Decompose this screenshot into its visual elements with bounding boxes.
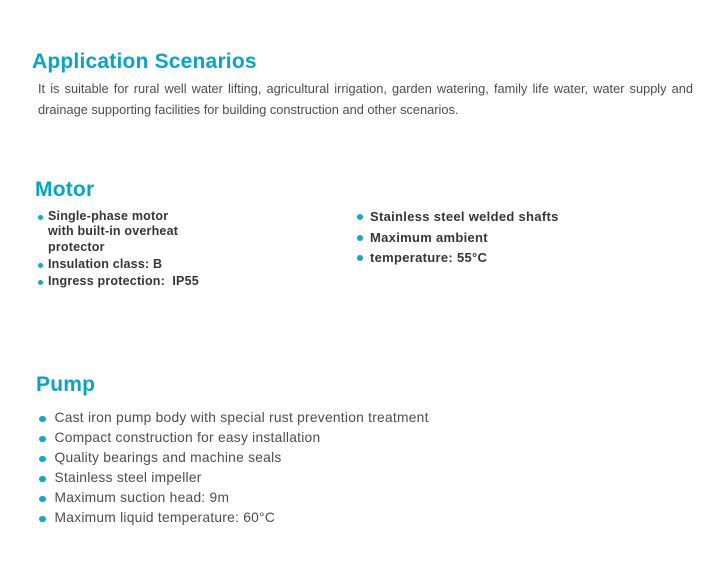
- bullet-icon: [357, 214, 363, 220]
- bullet-icon: [38, 262, 43, 268]
- list-item: Maximum liquid temperature: 60°C: [39, 508, 519, 528]
- motor-feature-list-right: Stainless steel welded shafts Maximum am…: [357, 209, 637, 271]
- list-item: Stainless steel impeller: [39, 468, 519, 488]
- motor-feature-list-left: Single-phase motor with built-in overhea…: [38, 209, 278, 291]
- list-item-label: Single-phase motor with built-in overhea…: [48, 209, 179, 254]
- list-item: Compact construction for easy installati…: [39, 428, 519, 448]
- list-item: Maximum suction head: 9m: [39, 488, 519, 508]
- list-item: Ingress protection: IP55: [38, 274, 278, 289]
- list-item: Single-phase motor with built-in overhea…: [38, 209, 278, 255]
- pump-feature-list: Cast iron pump body with special rust pr…: [39, 408, 519, 528]
- list-item-label: Compact construction for easy installati…: [54, 430, 321, 445]
- pump-section-title: Pump: [36, 373, 96, 396]
- list-item: Insulation class: B: [38, 257, 278, 272]
- bullet-icon: [357, 234, 363, 241]
- list-item-label: Stainless steel impeller: [54, 470, 202, 485]
- list-item-label: Maximum liquid temperature: 60°C: [54, 510, 276, 525]
- bullet-icon: [38, 279, 43, 285]
- list-item-label: temperature: 55°C: [370, 250, 488, 265]
- bullet-icon: [39, 515, 46, 522]
- application-scenarios-paragraph: It is suitable for rural well water lift…: [38, 81, 693, 117]
- bullet-icon: [39, 495, 46, 502]
- bullet-icon: [39, 435, 46, 442]
- list-item-label: Ingress protection: IP55: [48, 273, 199, 288]
- application-scenarios-title: Application Scenarios: [32, 50, 257, 73]
- motor-section-title: Motor: [35, 178, 95, 201]
- list-item-label: Stainless steel welded shafts: [370, 209, 559, 224]
- list-item: temperature: 55°C: [357, 250, 637, 265]
- list-item-label: Maximum suction head: 9m: [54, 490, 230, 505]
- list-item-label: Maximum ambient: [370, 229, 488, 245]
- list-item: Quality bearings and machine seals: [39, 448, 519, 468]
- list-item: Stainless steel welded shafts: [357, 209, 637, 224]
- bullet-icon: [38, 215, 43, 220]
- list-item: Cast iron pump body with special rust pr…: [39, 408, 519, 428]
- bullet-icon: [39, 475, 46, 482]
- list-item-label: Insulation class: B: [48, 256, 163, 271]
- bullet-icon: [39, 455, 46, 462]
- bullet-icon: [39, 415, 46, 422]
- bullet-icon: [357, 255, 363, 261]
- list-item-label: Cast iron pump body with special rust pr…: [54, 410, 429, 425]
- list-item: Maximum ambient: [357, 230, 637, 245]
- list-item-label: Quality bearings and machine seals: [54, 450, 282, 465]
